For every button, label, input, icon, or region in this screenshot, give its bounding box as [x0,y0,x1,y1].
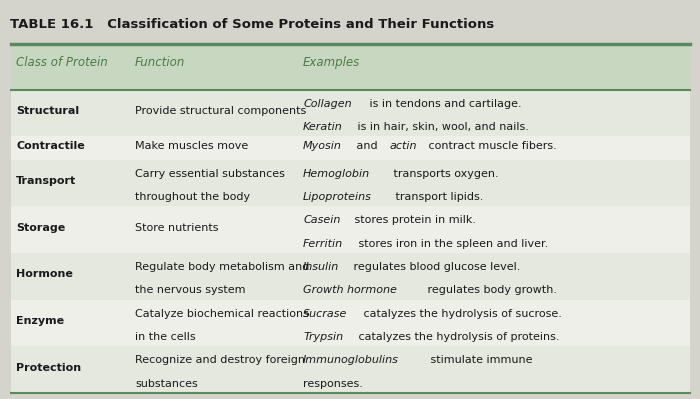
Text: Lipoproteins: Lipoproteins [303,192,372,202]
Text: Trypsin: Trypsin [303,332,343,342]
FancyBboxPatch shape [10,346,690,393]
Text: TABLE 16.1   Classification of Some Proteins and Their Functions: TABLE 16.1 Classification of Some Protei… [10,18,495,31]
Text: Transport: Transport [16,176,76,186]
Text: stores protein in milk.: stores protein in milk. [351,215,476,225]
Text: Store nutrients: Store nutrients [135,223,218,233]
Text: Insulin: Insulin [303,262,340,272]
Text: Collagen: Collagen [303,99,351,109]
Text: Protection: Protection [16,363,81,373]
Text: Immunoglobulins: Immunoglobulins [303,356,399,365]
Text: Examples: Examples [303,56,361,69]
Text: Catalyze biochemical reactions: Catalyze biochemical reactions [135,309,309,319]
FancyBboxPatch shape [10,206,690,253]
Text: regulates body growth.: regulates body growth. [424,285,557,295]
Text: Structural: Structural [16,106,79,116]
Text: catalyzes the hydrolysis of sucrose.: catalyzes the hydrolysis of sucrose. [360,309,562,319]
FancyBboxPatch shape [10,44,690,393]
Text: throughout the body: throughout the body [135,192,250,202]
Text: Myosin: Myosin [303,141,342,151]
Text: Contractile: Contractile [16,141,85,151]
Text: substances: substances [135,379,198,389]
Text: the nervous system: the nervous system [135,285,246,295]
Text: Storage: Storage [16,223,65,233]
Text: Casein: Casein [303,215,340,225]
Text: transport lipids.: transport lipids. [392,192,483,202]
Text: Hormone: Hormone [16,269,73,279]
Text: Growth hormone: Growth hormone [303,285,397,295]
Text: is in hair, skin, wool, and nails.: is in hair, skin, wool, and nails. [354,122,529,132]
Text: stores iron in the spleen and liver.: stores iron in the spleen and liver. [355,239,548,249]
Text: contract muscle fibers.: contract muscle fibers. [425,141,556,151]
Text: responses.: responses. [303,379,363,389]
Text: transports oxygen.: transports oxygen. [390,169,498,179]
Text: Regulate body metabolism and: Regulate body metabolism and [135,262,309,272]
FancyBboxPatch shape [10,300,690,346]
Text: Enzyme: Enzyme [16,316,64,326]
FancyBboxPatch shape [10,44,690,90]
Text: Hemoglobin: Hemoglobin [303,169,370,179]
Text: in the cells: in the cells [135,332,196,342]
Text: Make muscles move: Make muscles move [135,141,248,151]
Text: regulates blood glucose level.: regulates blood glucose level. [350,262,520,272]
FancyBboxPatch shape [10,136,690,160]
Text: Function: Function [135,56,186,69]
Text: stimulate immune: stimulate immune [427,356,532,365]
FancyBboxPatch shape [10,160,690,206]
Text: Class of Protein: Class of Protein [16,56,108,69]
Text: actin: actin [390,141,417,151]
FancyBboxPatch shape [10,253,690,300]
Text: Carry essential substances: Carry essential substances [135,169,285,179]
Text: Sucrase: Sucrase [303,309,347,319]
Text: is in tendons and cartilage.: is in tendons and cartilage. [366,99,522,109]
Text: catalyzes the hydrolysis of proteins.: catalyzes the hydrolysis of proteins. [355,332,559,342]
Text: Provide structural components: Provide structural components [135,106,307,116]
Text: and: and [354,141,382,151]
FancyBboxPatch shape [10,90,690,136]
Text: Recognize and destroy foreign: Recognize and destroy foreign [135,356,305,365]
Text: Ferritin: Ferritin [303,239,343,249]
Text: Keratin: Keratin [303,122,343,132]
